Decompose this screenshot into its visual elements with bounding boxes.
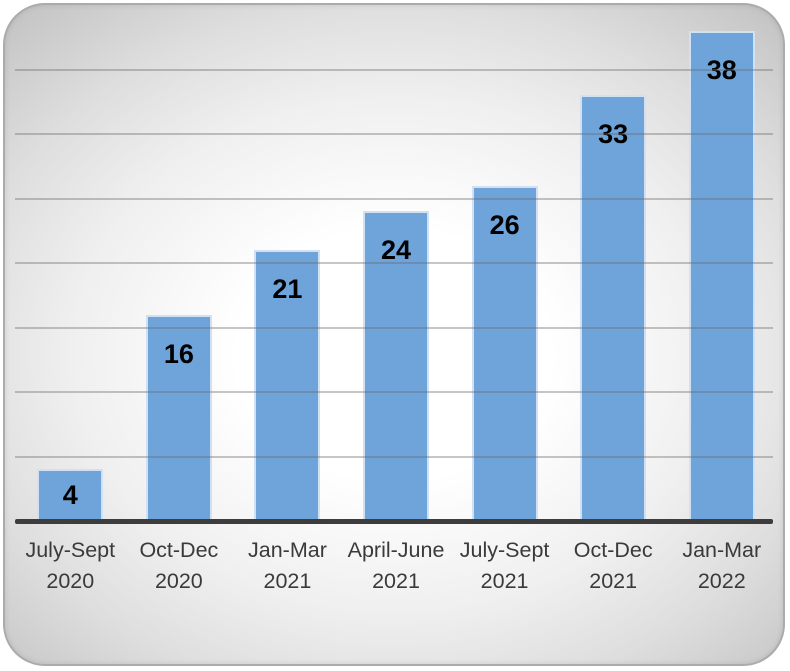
bar-group: 4 xyxy=(16,5,125,521)
bar-value-label: 33 xyxy=(598,119,629,150)
category-label-year: 2022 xyxy=(697,569,746,593)
category-label-quarter: Jan-Mar xyxy=(682,538,762,562)
bar-group: 33 xyxy=(559,5,668,521)
bar-value-label: 4 xyxy=(62,480,78,511)
category-label-year: 2021 xyxy=(589,569,638,593)
gridline-30 xyxy=(15,133,773,135)
category-label: Oct-Dec 2021 xyxy=(559,535,668,597)
category-label-year: 2021 xyxy=(480,569,529,593)
chart-panel: 4 16 21 24 26 33 38 July-Sept 2020 Oct-Dec 2020 Ja… xyxy=(3,3,785,666)
bar-oct-dec-2021: 33 xyxy=(580,95,647,521)
bar-group: 21 xyxy=(233,5,342,521)
bar-april-june-2021: 24 xyxy=(363,211,430,521)
bar-jan-mar-2022: 38 xyxy=(688,30,755,521)
bar-july-sept-2021: 26 xyxy=(471,185,538,521)
category-label-year: 2020 xyxy=(46,569,95,593)
category-label: Oct-Dec 2020 xyxy=(125,535,234,597)
category-label-quarter: Jan-Mar xyxy=(248,538,327,562)
bar-group: 26 xyxy=(450,5,559,521)
gridline-5 xyxy=(15,455,773,458)
bar-value-label: 16 xyxy=(163,338,194,369)
category-label-year: 2020 xyxy=(154,569,203,593)
category-label: July-Sept 2020 xyxy=(16,535,125,597)
bar-group: 24 xyxy=(342,5,451,521)
bar-value-label: 21 xyxy=(272,274,303,305)
bar-value-label: 38 xyxy=(706,54,737,85)
bar-jan-mar-2021: 21 xyxy=(254,250,321,521)
gridline-25 xyxy=(15,197,773,200)
bars-row: 4 16 21 24 26 33 38 xyxy=(16,5,776,521)
bar-value-label: 26 xyxy=(489,209,520,240)
category-label-quarter: July-Sept xyxy=(459,538,550,562)
bar-oct-dec-2020: 16 xyxy=(145,314,212,521)
category-label-quarter: Oct-Dec xyxy=(139,538,219,562)
category-label-quarter: Oct-Dec xyxy=(573,538,653,562)
category-label-quarter: July-Sept xyxy=(25,538,116,562)
gridline-10 xyxy=(15,391,773,393)
category-label: Jan-Mar 2021 xyxy=(233,535,342,597)
bar-group: 38 xyxy=(667,5,776,521)
category-label: April-June 2021 xyxy=(342,535,451,597)
x-axis-line xyxy=(15,519,773,524)
category-label: July-Sept 2021 xyxy=(450,535,559,597)
category-label-quarter: April-June xyxy=(347,538,445,562)
bar-july-sept-2020: 4 xyxy=(37,469,104,521)
category-label: Jan-Mar 2022 xyxy=(667,535,776,597)
gridline-15 xyxy=(15,326,773,329)
category-label-year: 2021 xyxy=(372,569,420,593)
category-label-year: 2021 xyxy=(263,569,312,593)
gridline-20 xyxy=(15,262,773,264)
gridline-35 xyxy=(15,68,773,71)
bar-value-label: 24 xyxy=(380,235,412,266)
category-axis-labels: July-Sept 2020 Oct-Dec 2020 Jan-Mar 2021 April… xyxy=(16,535,776,597)
bar-group: 16 xyxy=(125,5,234,521)
